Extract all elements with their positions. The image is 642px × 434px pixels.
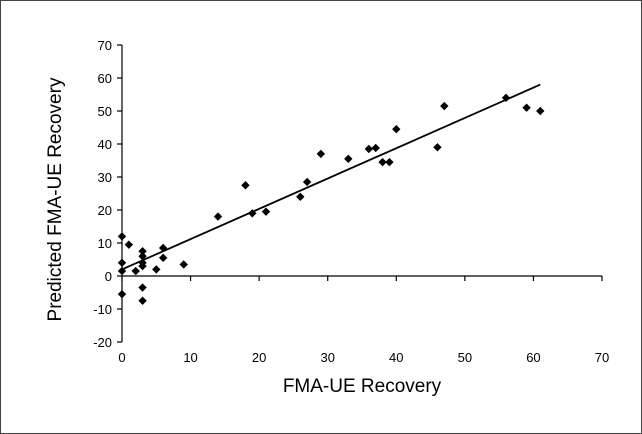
data-point xyxy=(392,124,401,134)
data-point xyxy=(241,181,250,190)
y-tick-label: 70 xyxy=(98,38,112,53)
x-tick-label: 50 xyxy=(458,350,472,365)
data-point xyxy=(344,154,353,164)
data-point xyxy=(138,296,147,305)
data-point xyxy=(302,177,312,187)
data-point xyxy=(433,143,442,152)
y-tick-label: 60 xyxy=(98,71,112,86)
data-point xyxy=(117,232,127,241)
y-tick-label: 30 xyxy=(98,170,112,185)
data-point xyxy=(378,157,387,167)
x-tick-label: 10 xyxy=(183,350,197,365)
trendline xyxy=(121,83,541,271)
data-point xyxy=(179,260,188,269)
data-point xyxy=(371,143,380,153)
x-tick-label: 40 xyxy=(389,350,403,365)
data-point xyxy=(316,149,326,159)
data-point xyxy=(536,106,545,116)
data-point xyxy=(138,283,147,292)
data-point xyxy=(440,101,449,111)
data-point xyxy=(138,252,147,261)
x-tick-label: 0 xyxy=(118,350,125,365)
x-axis-title: FMA-UE Recovery xyxy=(283,376,442,397)
x-tick-label: 70 xyxy=(595,350,609,365)
data-point xyxy=(117,258,127,267)
data-point xyxy=(261,207,271,216)
data-point xyxy=(248,209,257,218)
tick-labels: -20 -10 0 10 20 30 40 50 60 70 0 10 20 30 40 50 60 70 xyxy=(93,38,609,365)
data-point xyxy=(117,266,127,276)
data-point xyxy=(124,240,134,249)
x-tick-label: 60 xyxy=(526,350,540,365)
data-point xyxy=(522,103,531,112)
y-tick-label: 20 xyxy=(98,203,112,218)
data-point xyxy=(364,144,374,154)
y-tick-label: 50 xyxy=(98,104,112,119)
data-points xyxy=(117,93,545,305)
x-tick-label: 30 xyxy=(320,350,334,365)
data-point xyxy=(158,243,168,253)
y-axis-title: Predicted FMA-UE Recovery xyxy=(45,77,66,321)
y-tick-label: 10 xyxy=(98,236,112,251)
y-tick-label: 40 xyxy=(98,137,112,152)
data-point xyxy=(138,247,147,256)
data-point xyxy=(131,266,140,276)
data-point xyxy=(117,289,127,299)
data-point xyxy=(213,212,223,221)
data-point xyxy=(152,265,161,274)
y-tick-label: -10 xyxy=(93,302,112,317)
data-point xyxy=(501,93,511,102)
data-point xyxy=(158,253,168,263)
data-point xyxy=(138,261,147,271)
data-point xyxy=(296,192,305,201)
y-tick-label: 0 xyxy=(105,269,112,284)
data-point xyxy=(385,157,394,167)
y-tick-label: -20 xyxy=(93,335,112,350)
x-tick-label: 20 xyxy=(252,350,266,365)
